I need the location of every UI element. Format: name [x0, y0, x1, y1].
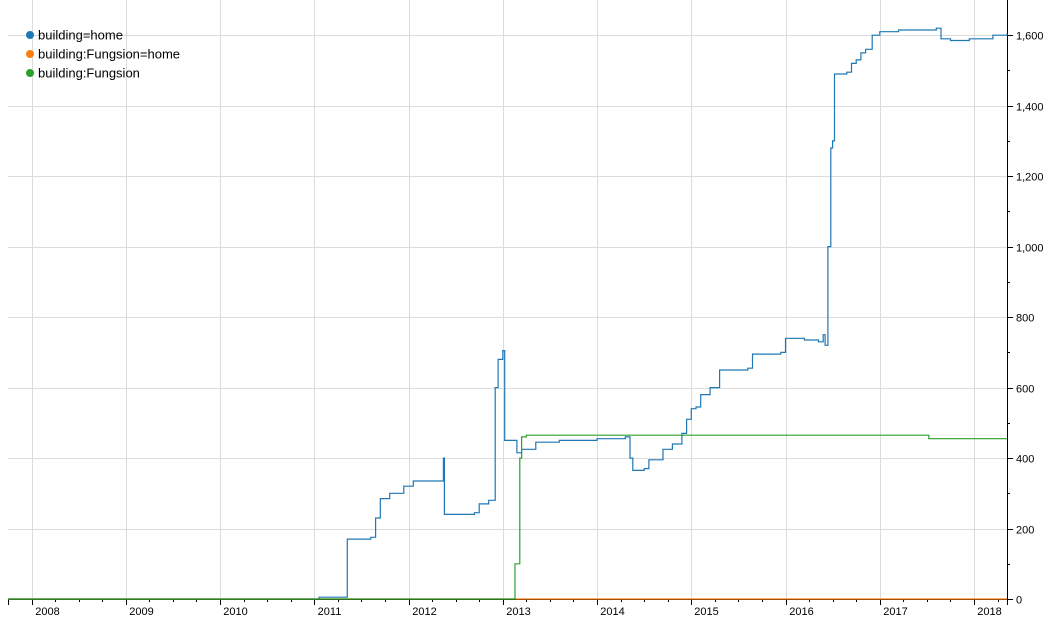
x-tick-label: 2012 — [412, 606, 436, 618]
x-tick-label: 2008 — [35, 606, 59, 618]
y-tick-label: 200 — [1016, 525, 1034, 537]
y-tick-label: 800 — [1016, 313, 1034, 325]
legend-item[interactable]: building=home — [26, 28, 123, 43]
x-tick-label: 2015 — [694, 606, 718, 618]
y-tick-label: 1,200 — [1016, 172, 1044, 184]
x-tick-label: 2018 — [977, 606, 1001, 618]
legend-label: building:Fungsion — [38, 66, 140, 81]
x-tick-label: 2011 — [318, 606, 342, 618]
axes: 2008 2009 2010 2011 2012 2013 2014 2015 2016 2017… — [8, 0, 1044, 618]
grid-lines — [8, 0, 1007, 599]
y-tick-label: 600 — [1016, 384, 1034, 396]
series-line-2 — [8, 434, 1007, 600]
x-tick-label: 2013 — [506, 606, 530, 618]
x-tick-label: 2014 — [600, 606, 624, 618]
legend-swatch — [26, 50, 34, 58]
y-tick-label: 0 — [1016, 595, 1022, 607]
legend-swatch — [26, 31, 34, 39]
series-line-0 — [8, 27, 1008, 600]
legend-item[interactable]: building:Fungsion=home — [26, 47, 180, 62]
legend-label: building:Fungsion=home — [38, 47, 180, 62]
x-tick-label: 2009 — [129, 606, 153, 618]
x-tick-label: 2016 — [789, 606, 813, 618]
x-tick-label: 2010 — [223, 606, 247, 618]
legend-swatch — [26, 69, 34, 77]
legend-item[interactable]: building:Fungsion — [26, 66, 140, 81]
y-tick-label: 1,400 — [1016, 102, 1044, 114]
legend[interactable]: building=home building:Fungsion=home build… — [26, 28, 180, 81]
legend-label: building=home — [38, 28, 123, 43]
series-lines — [8, 27, 1008, 600]
y-tick-label: 400 — [1016, 454, 1034, 466]
y-tick-label: 1,000 — [1016, 243, 1044, 255]
y-tick-label: 1,600 — [1016, 31, 1044, 43]
x-tick-label: 2017 — [883, 606, 907, 618]
